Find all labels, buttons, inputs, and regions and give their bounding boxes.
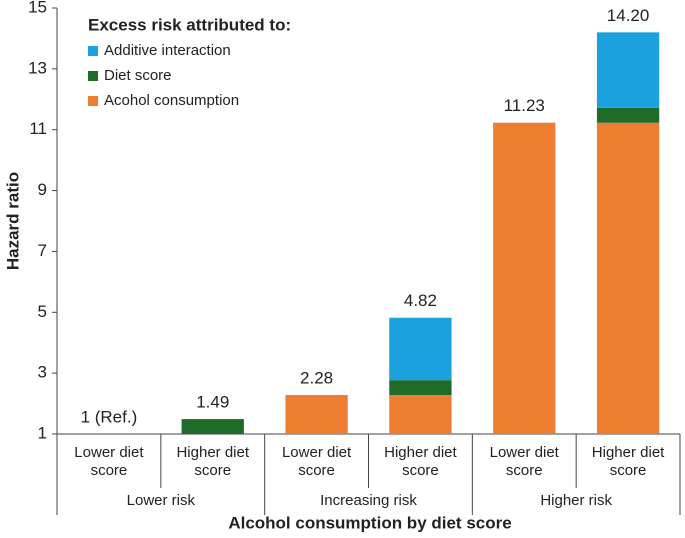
- y-tick-label: 3: [38, 363, 47, 382]
- legend-swatch: [88, 96, 98, 106]
- x-tick-text: Lower diet score: [281, 444, 352, 479]
- bar-segment: [389, 380, 452, 396]
- x-tick-text: Higher diet score: [176, 444, 250, 479]
- y-axis-title: Hazard ratio: [3, 172, 22, 270]
- y-tick-label: 7: [38, 241, 47, 260]
- x-axis-title: Alcohol consumption by diet score: [228, 513, 511, 532]
- bar-segment: [389, 395, 452, 434]
- value-label: 11.23: [504, 96, 545, 115]
- legend-label: Additive interaction: [104, 42, 231, 59]
- bar-segment: [596, 107, 660, 123]
- bar-segment: [493, 122, 556, 435]
- value-label: 14.20: [607, 6, 650, 25]
- x-tick-label: Higher diet score: [176, 444, 250, 479]
- value-label: 2.28: [300, 369, 333, 388]
- bar-segment: [389, 317, 452, 381]
- y-tick-label: 11: [29, 119, 47, 138]
- y-tick-label: 5: [38, 302, 47, 321]
- x-tick-label: Lower diet score: [74, 444, 144, 479]
- x-tick-label: Higher diet score: [591, 444, 665, 479]
- x-tick-text: Higher diet score: [384, 444, 457, 479]
- y-tick-label: 1: [38, 423, 47, 442]
- x-tick-text: Higher diet score: [591, 444, 665, 479]
- y-tick-label: 13: [28, 58, 47, 77]
- x-tick-label: Higher diet score: [384, 444, 457, 479]
- legend-swatch: [88, 46, 98, 56]
- bar-segment: [596, 32, 660, 108]
- legend-label: Acohol consumption: [104, 92, 239, 109]
- value-label: 4.82: [404, 291, 437, 310]
- legend-title: Excess risk attributed to:: [88, 15, 291, 34]
- x-tick-label: Lower diet score: [281, 444, 352, 479]
- value-label: 1 (Ref.): [81, 407, 138, 426]
- legend-label: Diet score: [104, 67, 172, 84]
- group-label: Increasing risk: [320, 492, 417, 509]
- group-label: Lower risk: [127, 492, 196, 509]
- value-label: 1.49: [196, 393, 229, 412]
- legend-swatch: [88, 71, 98, 81]
- bar-segment: [596, 122, 660, 435]
- bar-segment: [285, 395, 348, 434]
- x-tick-label: Lower diet score: [489, 444, 559, 479]
- y-tick-label: 9: [38, 180, 47, 199]
- bar-segment: [181, 419, 244, 434]
- x-tick-text: Lower diet score: [74, 444, 144, 479]
- x-tick-text: Lower diet score: [489, 444, 559, 479]
- y-tick-label: 15: [28, 0, 47, 16]
- group-label: Higher risk: [540, 492, 612, 509]
